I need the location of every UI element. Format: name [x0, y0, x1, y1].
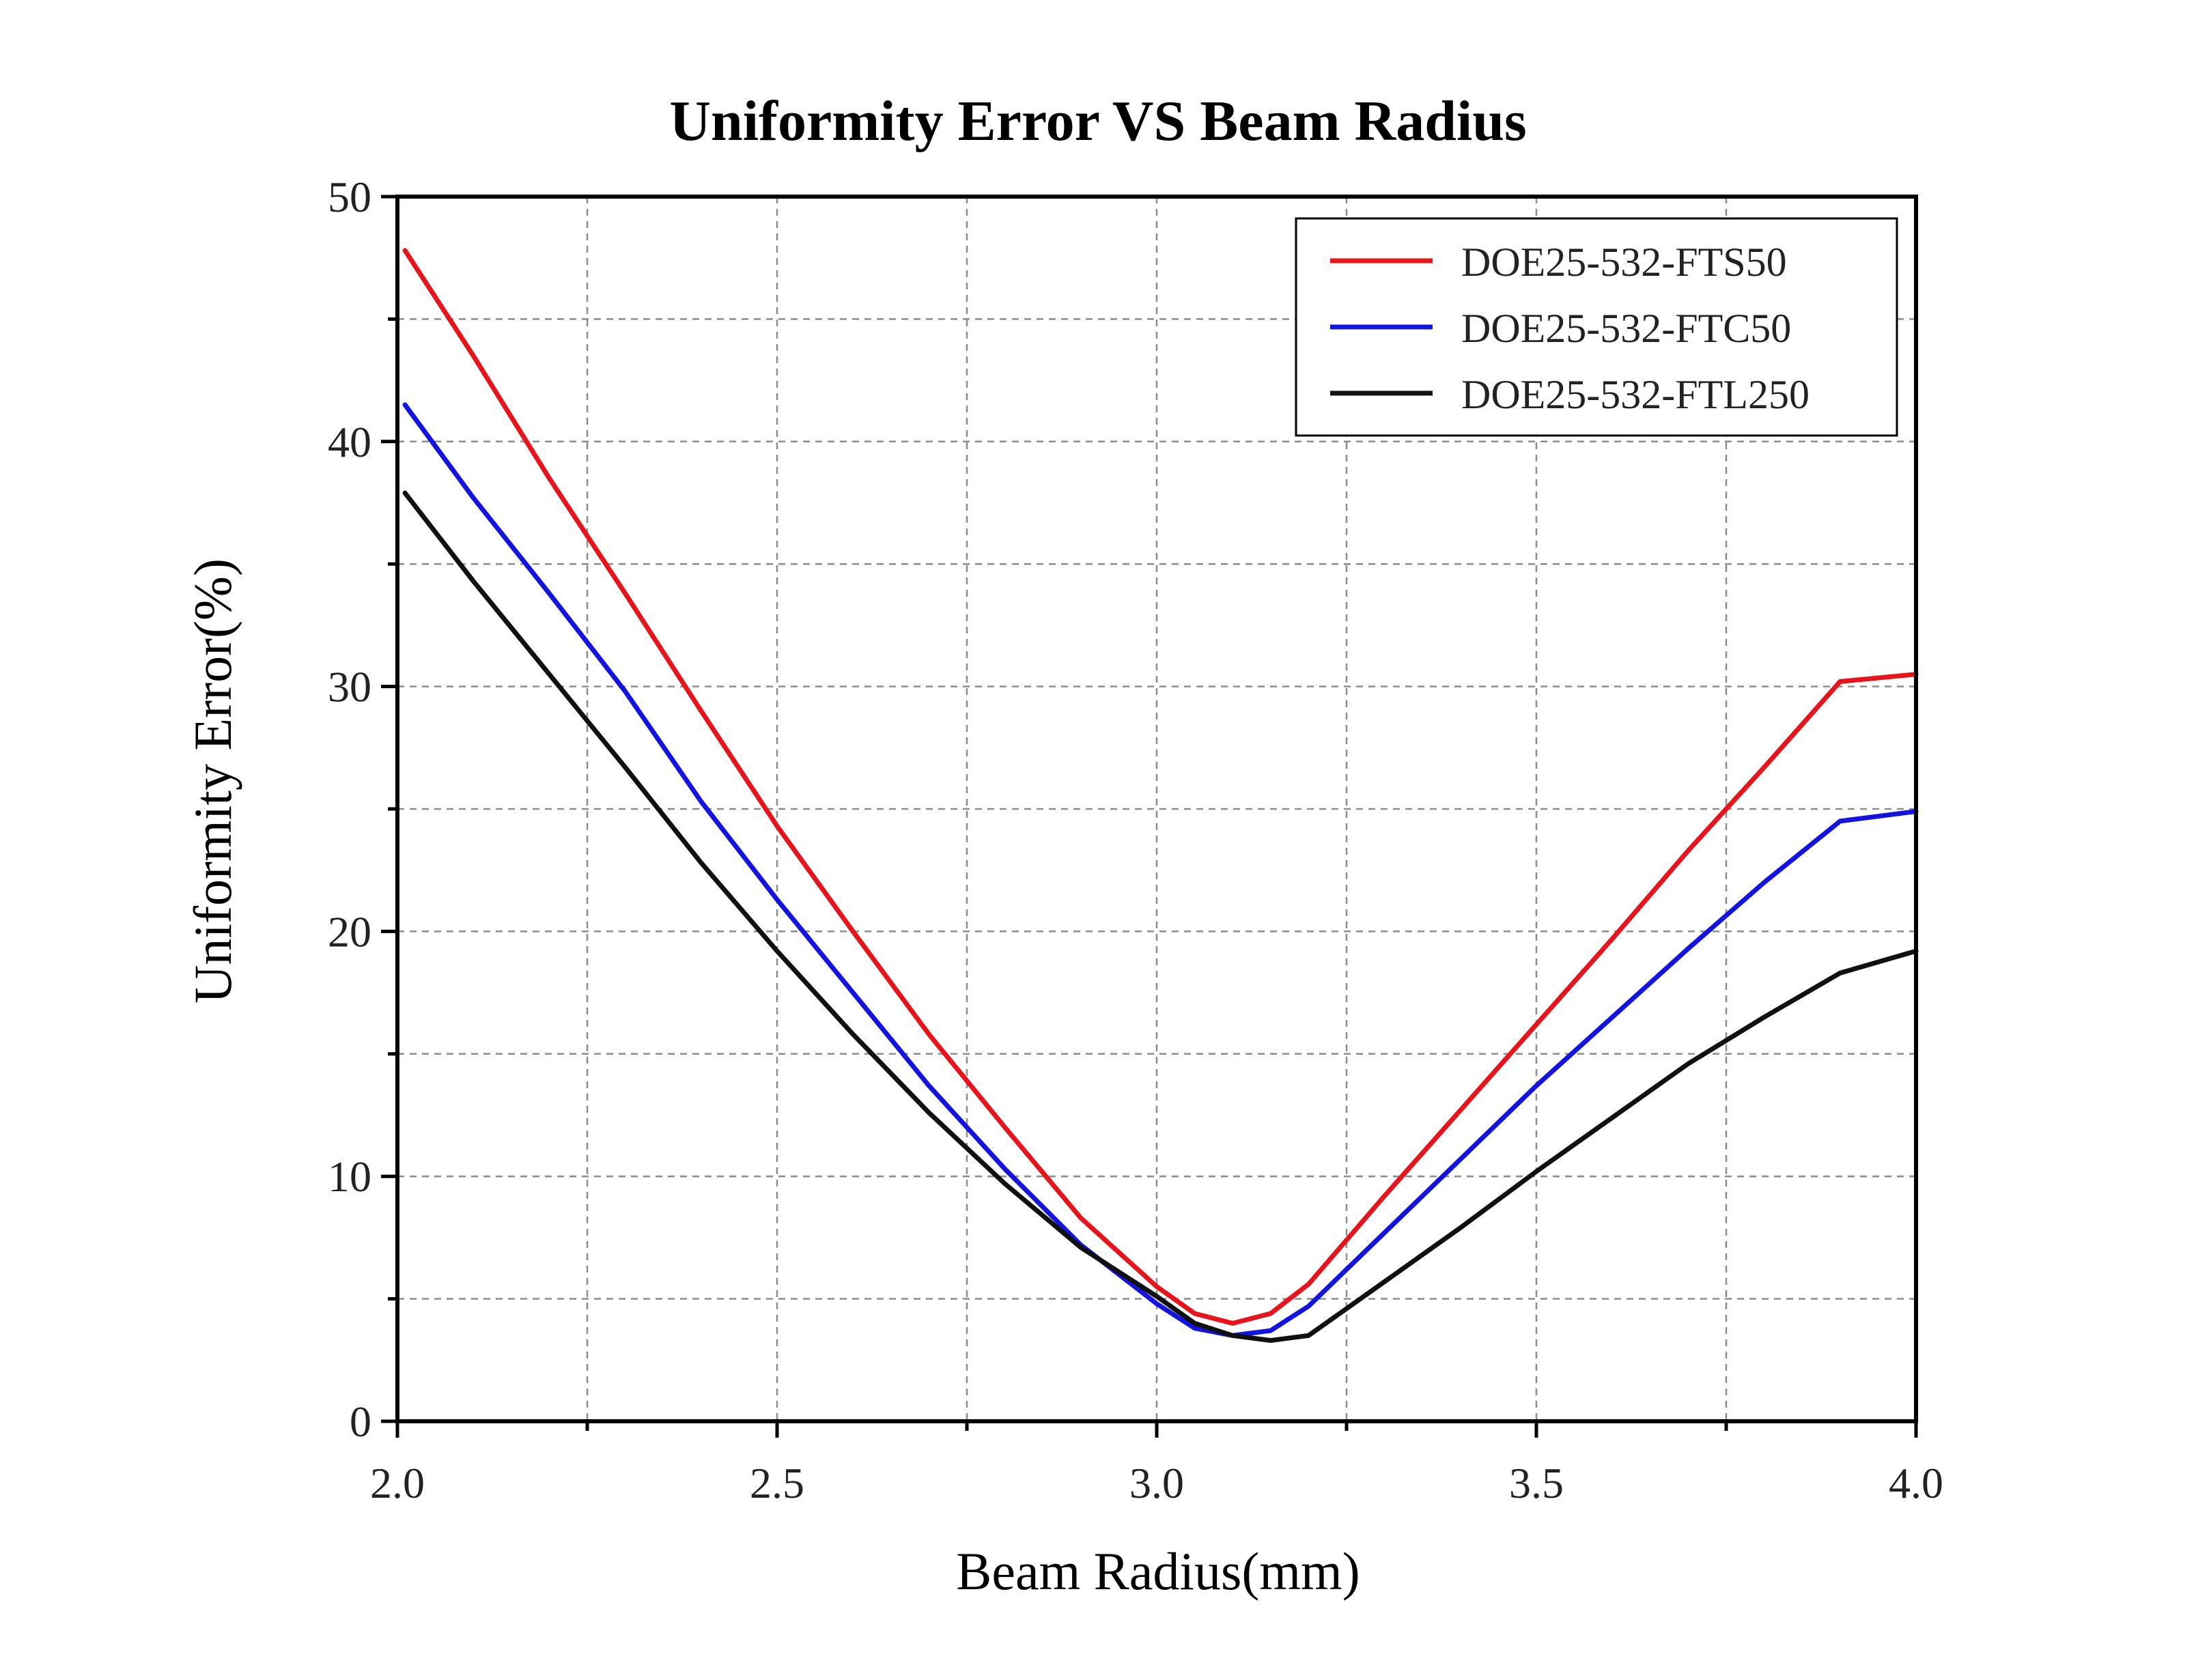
- y-tick-label: 0: [350, 1397, 371, 1446]
- grid: [397, 197, 1916, 1421]
- legend-label-3: DOE25-532-FTL250: [1461, 372, 1810, 417]
- series-line-3: [402, 490, 1919, 1343]
- x-tick-label: 4.0: [1889, 1459, 1943, 1507]
- y-tick-label: 30: [328, 663, 371, 711]
- legend-label-1: DOE25-532-FTS50: [1461, 240, 1787, 285]
- y-axis-title: Uniformity Error(%): [183, 558, 242, 1003]
- x-tick-label: 2.5: [750, 1459, 804, 1507]
- x-tick-label: 3.5: [1509, 1459, 1564, 1507]
- y-tick-label: 40: [328, 418, 371, 466]
- chart-title: Uniformity Error VS Beam Radius: [669, 89, 1526, 153]
- y-tick-label: 10: [328, 1152, 371, 1201]
- x-tick-label: 3.0: [1129, 1459, 1184, 1507]
- series-line-1: [402, 248, 1919, 1326]
- legend: DOE25-532-FTS50 DOE25-532-FTC50 DOE25-532-…: [1295, 217, 1898, 437]
- x-tick-label: 2.0: [370, 1459, 425, 1507]
- y-tick-label: 20: [328, 907, 371, 956]
- series-lines: [402, 248, 1919, 1343]
- ticks: 2.0 2.5 3.0 3.5 4.0 0 10 20 30 40 50: [328, 173, 1943, 1507]
- legend-label-2: DOE25-532-FTC50: [1461, 306, 1791, 351]
- y-tick-label: 50: [328, 173, 371, 221]
- series-line-2: [402, 402, 1919, 1338]
- x-axis-title: Beam Radius(mm): [956, 1541, 1360, 1601]
